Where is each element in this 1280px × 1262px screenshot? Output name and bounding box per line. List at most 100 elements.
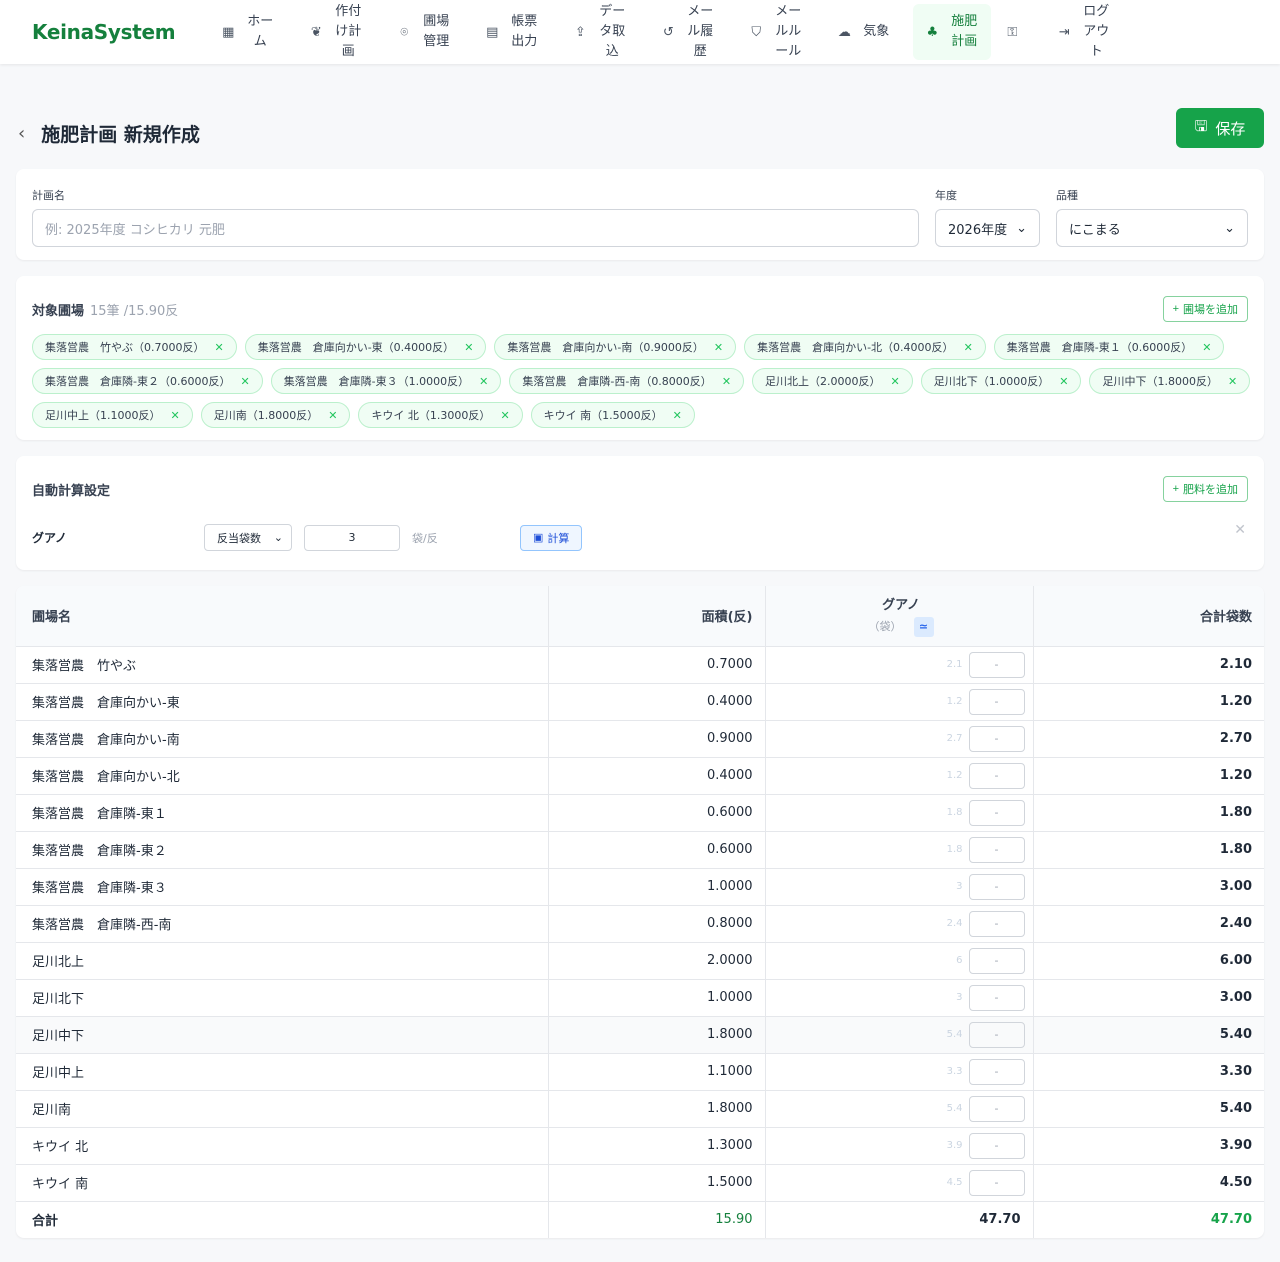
nav-item-4[interactable]: ⇪ データ取込 xyxy=(574,4,626,59)
suggested-amount: 3 xyxy=(956,992,963,1003)
amount-input[interactable]: - xyxy=(968,1058,1025,1085)
suggested-amount: 2.1 xyxy=(946,659,963,670)
suggested-amount: 3 xyxy=(956,881,963,892)
add-field-button[interactable]: + 圃場を追加 xyxy=(1162,296,1248,322)
calculate-button[interactable]: ▣ 計算 xyxy=(520,524,583,551)
suggested-amount: 2.4 xyxy=(946,918,963,929)
field-name: 集落営農 倉庫隣-東２ xyxy=(16,831,549,869)
method-select[interactable]: 反当袋数 ⌄ xyxy=(204,524,292,551)
remove-fertilizer-icon[interactable]: ✕ xyxy=(1234,522,1246,538)
suggested-amount: 1.8 xyxy=(946,807,963,818)
row-total: 2.40 xyxy=(1033,905,1264,943)
table-row: 集落営農 倉庫向かい-南 0.9000 2.7- 2.70 xyxy=(16,720,1264,758)
remove-chip-icon[interactable]: ✕ xyxy=(721,374,732,388)
field-chip: 足川北上（2.0000反） ✕ xyxy=(752,368,913,394)
suggested-amount: 3.3 xyxy=(946,1066,963,1077)
field-name: 足川中上 xyxy=(16,1053,549,1091)
plan-form: 計画名 例: 2025年度 コシヒカリ 元肥 年度 2026年度 ⌄ 品種 にこま… xyxy=(16,169,1264,260)
suggested-amount: 1.8 xyxy=(946,844,963,855)
fields-summary: 15筆 /15.90反 xyxy=(90,303,179,319)
remove-chip-icon[interactable]: ✕ xyxy=(1227,374,1238,388)
back-icon[interactable]: ‹ xyxy=(18,122,26,144)
remove-chip-icon[interactable]: ✕ xyxy=(500,408,510,422)
field-name: 足川北下 xyxy=(16,979,549,1017)
amount-input[interactable]: - xyxy=(968,1021,1025,1048)
nav-item-7[interactable]: ☁ 気象 xyxy=(837,24,890,40)
nav-item-5[interactable]: ↺ メール履歴 xyxy=(662,4,714,59)
field-area: 1.8000 xyxy=(548,1016,766,1054)
field-name: キウイ 南 xyxy=(16,1164,549,1202)
amount-input[interactable]: - xyxy=(968,984,1025,1011)
field-name: 集落営農 竹やぶ xyxy=(16,646,549,684)
add-fertilizer-button[interactable]: + 肥料を追加 xyxy=(1162,476,1248,502)
field-name: キウイ 北 xyxy=(16,1127,549,1165)
remove-chip-icon[interactable]: ✕ xyxy=(214,340,224,354)
amount-input[interactable]: - xyxy=(968,873,1025,900)
unit-label: 袋/反 xyxy=(412,531,438,545)
field-name: 集落営農 倉庫向かい-東 xyxy=(16,683,549,721)
total-label: 合計 xyxy=(16,1201,549,1238)
field-chip: 集落営農 竹やぶ（0.7000反） ✕ xyxy=(32,334,237,360)
amount-input[interactable]: - xyxy=(968,836,1025,863)
year-select[interactable]: 2026年度 ⌄ xyxy=(935,209,1040,247)
logo[interactable]: KeinaSystem xyxy=(32,20,176,44)
total-fertilizer: 47.70 xyxy=(765,1201,1034,1238)
amount-input[interactable]: 3 xyxy=(304,524,400,551)
remove-chip-icon[interactable]: ✕ xyxy=(713,340,724,354)
field-chip: 集落営農 倉庫隣-西-南（0.8000反） ✕ xyxy=(509,368,745,394)
amount-input[interactable]: - xyxy=(968,1095,1025,1122)
row-total: 2.10 xyxy=(1033,646,1264,684)
amount-input[interactable]: - xyxy=(968,651,1025,678)
plan-name-input[interactable]: 例: 2025年度 コシヒカリ 元肥 xyxy=(32,209,919,247)
amount-input[interactable]: - xyxy=(968,725,1025,752)
field-area: 1.5000 xyxy=(548,1164,766,1202)
nav-item-8[interactable]: ♣ 施肥計画 xyxy=(913,4,992,60)
table-row: 集落営農 倉庫隣-東３ 1.0000 3- 3.00 xyxy=(16,868,1264,906)
plan-name-label: 計画名 xyxy=(32,189,65,202)
field-name: 集落営農 倉庫向かい-北 xyxy=(16,757,549,795)
field-area: 1.0000 xyxy=(548,868,766,906)
nav-item-2[interactable]: ⌾ 圃場管理 xyxy=(385,4,463,60)
amount-input[interactable]: - xyxy=(968,688,1025,715)
map-pin-icon: ⌾ xyxy=(400,24,409,40)
remove-chip-icon[interactable]: ✕ xyxy=(479,374,489,388)
sprout-icon: ♣ xyxy=(926,24,939,40)
remove-chip-icon[interactable]: ✕ xyxy=(328,408,338,422)
field-chip: 足川南（1.8000反） ✕ xyxy=(200,402,351,428)
section-title: 対象圃場 15筆 /15.90反 xyxy=(32,303,179,319)
row-total: 5.40 xyxy=(1033,1090,1264,1128)
row-total: 5.40 xyxy=(1033,1016,1264,1054)
remove-chip-icon[interactable]: ✕ xyxy=(464,340,474,354)
amount-input[interactable]: - xyxy=(968,947,1025,974)
remove-chip-icon[interactable]: ✕ xyxy=(963,340,973,354)
nav-item-6[interactable]: ⛉ メールルール xyxy=(737,4,815,60)
field-name: 集落営農 倉庫隣-東１ xyxy=(16,794,549,832)
nav-logout[interactable]: ⇥ ログアウト xyxy=(1058,4,1110,59)
nav-item-0[interactable]: ▦ ホーム xyxy=(222,14,274,49)
amount-input[interactable]: - xyxy=(968,1132,1025,1159)
shield-icon: ⛉ xyxy=(751,24,762,40)
amount-input[interactable]: - xyxy=(968,1169,1025,1196)
remove-chip-icon[interactable]: ✕ xyxy=(1202,340,1212,354)
remove-chip-icon[interactable]: ✕ xyxy=(240,374,250,388)
amount-input[interactable]: - xyxy=(968,762,1025,789)
remove-chip-icon[interactable]: ✕ xyxy=(170,408,180,422)
amount-input[interactable]: - xyxy=(968,910,1025,937)
table-row: キウイ 北 1.3000 3.9- 3.90 xyxy=(16,1127,1264,1165)
amount-input[interactable]: - xyxy=(968,799,1025,826)
key-icon[interactable]: ⚿ xyxy=(1007,24,1018,40)
target-fields-card: 対象圃場 15筆 /15.90反 + 圃場を追加 集落営農 竹やぶ（0.7000反）… xyxy=(16,276,1264,440)
save-button[interactable]: 🖫 保存 xyxy=(1176,108,1264,148)
field-chip: 足川中上（1.1000反） ✕ xyxy=(32,402,193,428)
variety-select[interactable]: にこまる ⌄ xyxy=(1056,209,1248,247)
remove-chip-icon[interactable]: ✕ xyxy=(672,408,682,422)
field-area: 1.0000 xyxy=(548,979,766,1017)
nav-item-3[interactable]: ▤ 帳票出力 xyxy=(486,14,538,49)
approx-toggle-button[interactable]: ≃ xyxy=(913,617,934,638)
nav-item-1[interactable]: ❦ 作付け計画 xyxy=(310,4,362,59)
suggested-amount: 5.4 xyxy=(946,1103,963,1114)
suggested-amount: 3.9 xyxy=(946,1140,963,1151)
remove-chip-icon[interactable]: ✕ xyxy=(890,374,900,388)
remove-chip-icon[interactable]: ✕ xyxy=(1059,374,1069,388)
allocation-table: 圃場名 面積(反) グアノ （袋） ≃ 合計袋数 集落営農 竹やぶ 0.7000 2… xyxy=(16,586,1264,1238)
